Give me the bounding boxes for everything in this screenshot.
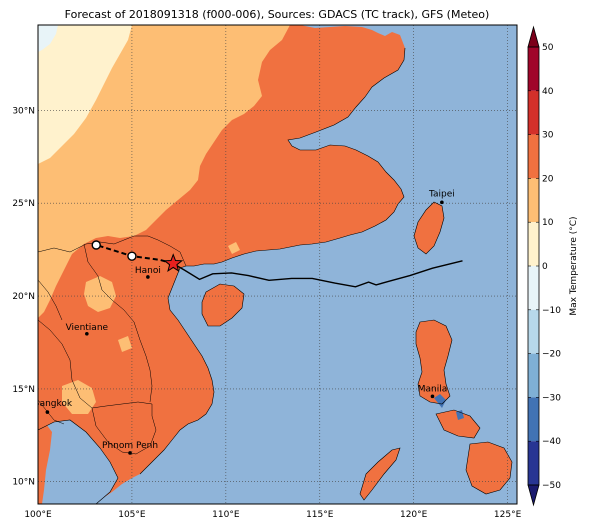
mild-temperature-patch-east [150, 112, 174, 136]
colorbar-band [528, 178, 539, 223]
colorbar-band [528, 47, 539, 91]
forecast-track-line [95, 244, 174, 265]
colorbar-band [528, 134, 539, 179]
map-axis-ticks: 100°E 105°E 110°E 115°E 120°E 125°E 30°N 25°N 20… [12, 106, 521, 520]
colorbar-tick-label: −30 [542, 393, 561, 403]
city-label: Hanoi [135, 266, 161, 276]
gulf-of-thailand [38, 420, 118, 504]
colorbar-tick-label: −20 [542, 350, 561, 360]
mild-temperature-patch-south [62, 380, 96, 414]
forecast-position-marker [91, 240, 101, 250]
current-position-star-icon [163, 253, 184, 273]
colorbar-band [528, 397, 539, 442]
cold-temperature-region [38, 25, 58, 52]
city-marker [440, 200, 444, 205]
lat-tick-label: 15°N [12, 385, 35, 395]
city-marker [430, 394, 435, 399]
colorbar-tick-label: 50 [542, 43, 554, 53]
colorbar-tick-label: −10 [542, 306, 561, 316]
city-label: Bangkok [33, 399, 73, 409]
cool-temperature-region [38, 25, 132, 164]
mindanao-island [466, 442, 512, 494]
taiwan-island [414, 202, 444, 254]
lat-tick-label: 30°N [12, 106, 35, 116]
lat-tick-label: 10°N [12, 478, 35, 488]
temperature-colorbar: 50 40 30 20 10 0 −10 −20 −30 −40 −50 [527, 25, 561, 507]
city-label: Vientiane [66, 323, 109, 333]
mild-temperature-region [38, 25, 290, 318]
city-marker [128, 451, 132, 455]
palawan-island [360, 448, 400, 500]
lon-tick-label: 100°E [24, 510, 52, 520]
colorbar-band [528, 266, 539, 310]
country-borders [38, 235, 187, 455]
city-marker [146, 275, 150, 279]
map-panel: Taipei Hanoi Vientiane Manila Bangkok Phnom P… [33, 25, 517, 504]
lon-tick-label: 110°E [212, 510, 240, 520]
lon-tick-label: 105°E [118, 510, 146, 520]
past-track-line [172, 260, 463, 288]
colorbar-tick-label: 0 [542, 262, 548, 272]
lon-tick-label: 120°E [400, 510, 428, 520]
colorbar-band [528, 90, 539, 135]
city-marker [85, 331, 89, 336]
colorbar-tick-label: 30 [542, 131, 554, 141]
colorbar-band [528, 441, 539, 485]
colorbar-max-extension [527, 25, 540, 48]
malay-peninsula [38, 424, 52, 504]
hainan-island [202, 284, 244, 326]
cool-patch-philippines [434, 394, 464, 420]
city-label: Manila [418, 384, 448, 394]
map-gridlines [38, 25, 517, 504]
city-label: Taipei [428, 189, 455, 199]
forecast-position-marker [127, 251, 137, 261]
lon-tick-label: 115°E [306, 510, 334, 520]
luzon-island [416, 320, 452, 404]
colorbar-band [528, 222, 539, 266]
city-marker [45, 410, 50, 414]
city-layer: Taipei Hanoi Vientiane Manila Bangkok Phnom P… [33, 189, 455, 455]
colorbar-tick-label: −50 [542, 481, 561, 491]
colorbar-label: Max Temperature (°C) [569, 216, 579, 315]
city-label: Phnom Penh [102, 441, 158, 451]
colorbar-min-extension [527, 484, 540, 507]
lat-tick-label: 25°N [12, 199, 35, 209]
coastlines [38, 47, 513, 504]
colorbar-tick-label: 10 [542, 218, 554, 228]
colorbar-tick-label: −40 [542, 437, 561, 447]
map-title: Forecast of 2018091318 (f000-006), Sourc… [65, 8, 490, 21]
lat-tick-label: 20°N [12, 292, 35, 302]
lon-tick-label: 125°E [494, 510, 522, 520]
storm-track-layer [91, 240, 463, 288]
colorbar-tick-label: 20 [542, 174, 554, 184]
colorbar-tick-label: 40 [542, 87, 554, 97]
map-frame [37, 24, 518, 505]
colorbar-band [528, 353, 539, 398]
colorbar-band [528, 309, 539, 354]
mild-temperature-patch-laos [84, 276, 116, 312]
